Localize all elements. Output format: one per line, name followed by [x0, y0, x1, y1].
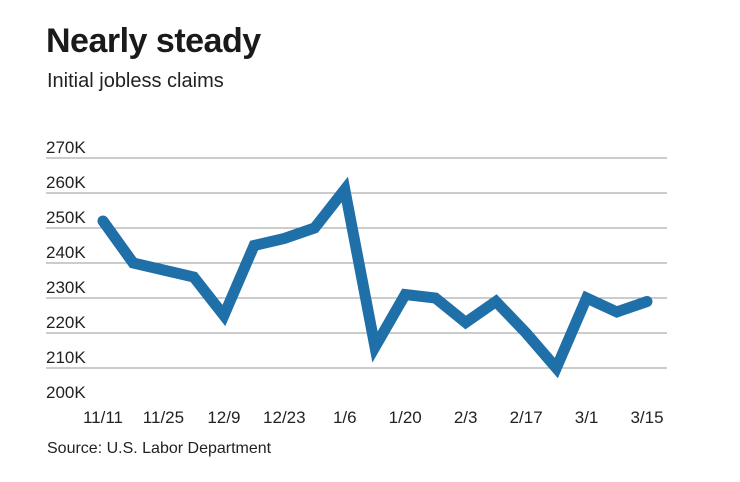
grid-lines — [46, 157, 667, 369]
x-tick-label: 12/9 — [207, 408, 240, 427]
chart-subtitle: Initial jobless claims — [47, 70, 224, 92]
y-tick-label: 200K — [46, 383, 86, 402]
y-tick-label: 250K — [46, 208, 86, 227]
y-tick-label: 240K — [46, 243, 86, 262]
claims-line — [97, 176, 653, 379]
x-tick-label: 1/6 — [333, 408, 357, 427]
series-claims — [97, 176, 653, 379]
y-tick-label: 270K — [46, 138, 86, 157]
chart-title: Nearly steady — [46, 22, 261, 60]
source-note: Source: U.S. Labor Department — [47, 440, 272, 457]
y-axis-ticks: 270K 260K 250K 240K 230K 220K 210K 200K — [46, 138, 86, 402]
y-tick-label: 220K — [46, 313, 86, 332]
x-tick-label: 2/3 — [454, 408, 478, 427]
y-tick-label: 230K — [46, 278, 86, 297]
x-tick-label: 3/1 — [575, 408, 599, 427]
x-tick-label: 3/15 — [630, 408, 663, 427]
y-tick-label: 210K — [46, 348, 86, 367]
x-axis-ticks: 11/11 11/25 12/9 12/23 1/6 1/20 2/3 2/17 3/1 3/15 — [83, 408, 664, 427]
x-tick-label: 11/11 — [83, 408, 123, 427]
x-tick-label: 2/17 — [510, 408, 543, 427]
y-tick-label: 260K — [46, 173, 86, 192]
x-tick-label: 12/23 — [263, 408, 306, 427]
x-tick-label: 1/20 — [389, 408, 422, 427]
x-tick-label: 11/25 — [143, 408, 184, 427]
